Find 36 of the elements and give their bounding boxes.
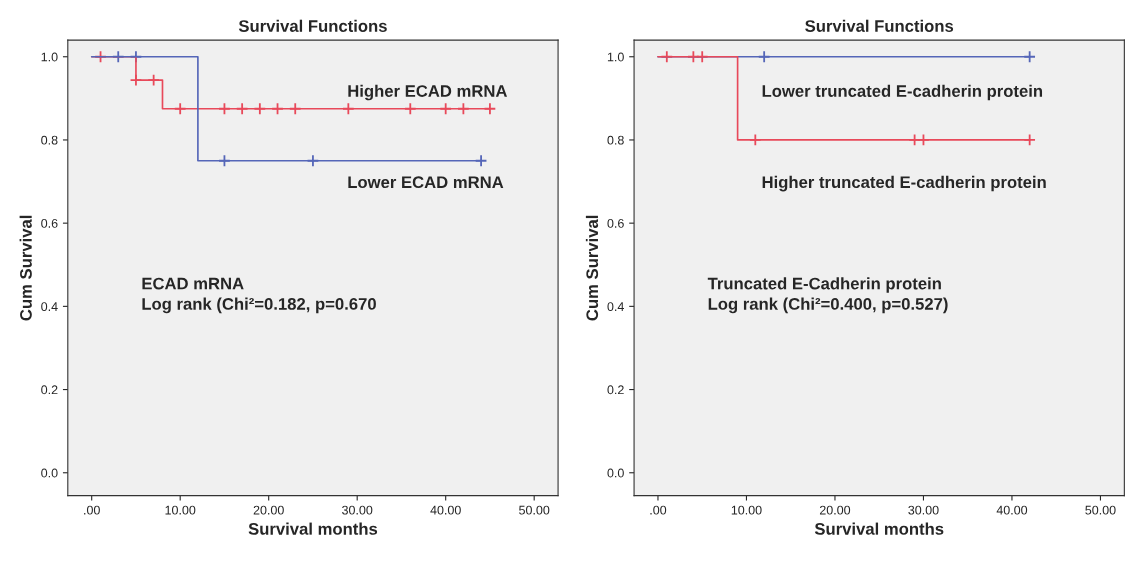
x-tick-label: .00 [84,505,100,515]
chart-title: Survival Functions [805,19,954,32]
annotation: Higher ECAD mRNA [348,84,508,101]
y-tick-label: 0.0 [607,468,624,478]
x-tick-label: 50.00 [519,505,550,515]
x-tick-label: 30.00 [908,505,939,515]
y-tick-label: 0.4 [607,302,624,312]
x-axis-title: Survival months [248,522,378,535]
x-tick-label: 30.00 [342,505,373,515]
x-tick-label: .00 [650,505,667,515]
annotation: Truncated E-Cadherin protein Log rank (Chi²=0.400, p=0.527) [707,277,948,314]
x-tick-label: 50.00 [1085,505,1116,515]
y-tick-label: 0.2 [41,385,58,395]
chart-title: Survival Functions [238,19,387,32]
y-tick-label: 0.4 [41,302,58,312]
annotation: Higher truncated E-cadherin protein [762,175,1046,192]
y-tick-label: 0.8 [41,135,58,145]
y-tick-label: 0.0 [41,468,58,478]
y-tick-label: 0.6 [41,218,58,228]
annotation: ECAD mRNA Log rank (Chi²=0.182, p=0.670 [142,277,376,314]
x-tick-label: 10.00 [731,505,762,515]
x-tick-label: 10.00 [165,505,196,515]
x-axis-title: Survival months [814,522,944,535]
y-tick-label: 0.6 [607,218,624,228]
x-tick-label: 40.00 [430,505,461,515]
x-tick-label: 40.00 [996,505,1028,515]
y-tick-label: 0.8 [607,135,624,145]
y-axis-title: Cum Survival [585,215,599,321]
annotation: Lower ECAD mRNA [348,176,504,189]
y-tick-label: 1.0 [607,52,624,62]
x-tick-label: 20.00 [253,505,284,515]
y-tick-label: 0.2 [607,385,624,395]
y-axis-title: Cum Survival [19,215,32,321]
x-tick-label: 20.00 [819,505,851,515]
annotation: Lower truncated E-cadherin protein [762,84,1043,101]
y-tick-label: 1.0 [41,52,58,62]
